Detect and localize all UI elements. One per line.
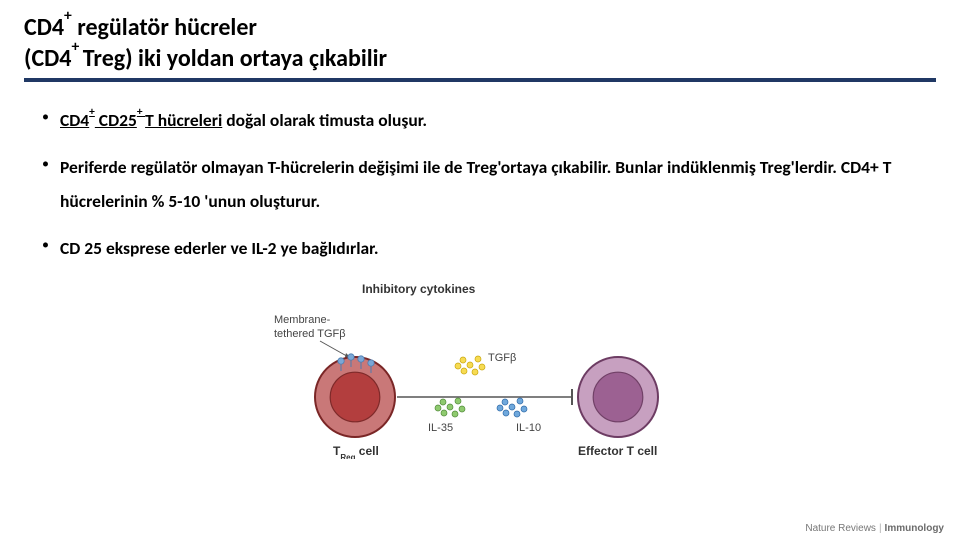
svg-text:tethered TGFβ: tethered TGFβ <box>274 328 346 340</box>
credit-bar: | <box>876 523 885 534</box>
cytokine-diagram: Inhibitory cytokines Membrane-tethered TG… <box>260 279 700 459</box>
bullet-text: CD4+ CD25+ T hücreleri doğal olarak timu… <box>60 104 936 137</box>
svg-text:IL-10: IL-10 <box>516 422 541 434</box>
text-run: doğal olarak timusta oluşur. <box>222 109 427 131</box>
figure-container: Inhibitory cytokines Membrane-tethered TG… <box>24 279 936 459</box>
bullet-dot-icon: • <box>42 151 60 218</box>
slide-title: CD4+ regülatör hücreler (CD4+ Treg) iki … <box>24 12 936 74</box>
bullet-dot-icon: • <box>42 232 60 265</box>
title-sup: + <box>64 6 72 25</box>
svg-text:IL-35: IL-35 <box>428 422 453 434</box>
image-credit: Nature Reviews|Immunology <box>805 523 944 534</box>
title-line-1: CD4+ regülatör hücreler <box>24 12 936 43</box>
text-run: T hücreleri <box>145 109 222 131</box>
title-line-2: (CD4+ Treg) iki yoldan ortaya çıkabilir <box>24 43 936 74</box>
text-run: + <box>89 105 95 119</box>
bullet-dot-icon: • <box>42 104 60 137</box>
text-run: CD4 <box>60 109 89 131</box>
bullet-item: •CD 25 eksprese ederler ve IL-2 ye bağlı… <box>42 232 936 265</box>
title-divider <box>24 78 936 82</box>
svg-text:TGFβ: TGFβ <box>488 352 516 364</box>
bullet-list: •CD4+ CD25+ T hücreleri doğal olarak tim… <box>24 104 936 265</box>
text-run: Periferde regülatör olmayan T-hücrelerin… <box>60 156 891 211</box>
text-run: CD 25 eksprese ederler ve IL-2 ye bağlıd… <box>60 237 379 259</box>
title-part: CD4 <box>24 13 64 42</box>
title-part: regülatör hücreler <box>72 13 257 42</box>
svg-text:TReg cell: TReg cell <box>333 444 379 459</box>
text-run: + <box>137 105 145 119</box>
bullet-text: CD 25 eksprese ederler ve IL-2 ye bağlıd… <box>60 232 936 265</box>
bullet-item: •CD4+ CD25+ T hücreleri doğal olarak tim… <box>42 104 936 137</box>
text-run: CD25 <box>95 109 137 131</box>
svg-text:Effector T cell: Effector T cell <box>578 444 657 458</box>
title-sup: + <box>71 37 82 56</box>
credit-source: Nature Reviews <box>805 523 876 534</box>
bullet-item: •Periferde regülatör olmayan T-hücreleri… <box>42 151 936 218</box>
title-part: (CD4 <box>24 44 71 73</box>
title-part: Treg) iki yoldan ortaya çıkabilir <box>83 44 387 73</box>
svg-text:Inhibitory cytokines: Inhibitory cytokines <box>362 282 476 296</box>
credit-journal: Immunology <box>885 523 944 534</box>
svg-text:Membrane-: Membrane- <box>274 314 331 326</box>
bullet-text: Periferde regülatör olmayan T-hücrelerin… <box>60 151 936 218</box>
